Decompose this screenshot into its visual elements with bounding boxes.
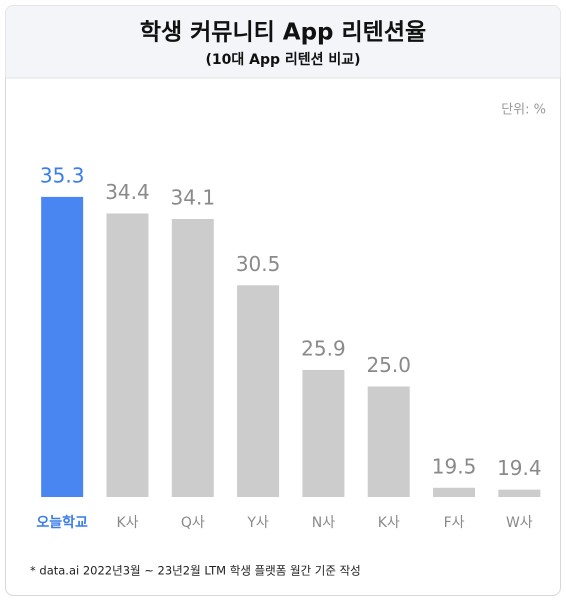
value-label: 34.1	[171, 185, 216, 209]
x-tick-label: N사	[312, 515, 335, 531]
value-label: 25.0	[366, 353, 411, 377]
chart-subtitle: (10대 App 리텐션 비교)	[205, 51, 360, 68]
x-tick-label: Y사	[246, 515, 269, 531]
value-label: 35.3	[40, 163, 85, 187]
value-label: 34.4	[105, 180, 150, 204]
footnote: * data.ai 2022년3월 ~ 23년2월 LTM 학생 플랫폼 월간 …	[30, 564, 361, 578]
bar	[367, 386, 410, 497]
x-tick-label: W사	[506, 515, 533, 531]
bar	[498, 489, 541, 497]
bar	[171, 218, 214, 497]
bar	[433, 487, 476, 497]
bar	[302, 369, 345, 497]
x-tick-label: 오늘학교	[36, 515, 88, 531]
value-label: 25.9	[301, 336, 346, 360]
value-label: 19.5	[432, 454, 477, 478]
unit-label: 단위: %	[501, 103, 546, 118]
chart-title: 학생 커뮤니티 App 리텐션율	[140, 20, 426, 46]
value-label: 30.5	[236, 252, 281, 276]
bar	[106, 213, 149, 498]
x-tick-label: F사	[444, 515, 465, 531]
x-tick-label: K사	[116, 515, 138, 531]
x-tick-label: Q사	[181, 515, 205, 531]
x-tick-label: K사	[378, 515, 400, 531]
bar	[41, 196, 84, 497]
value-label: 19.4	[497, 456, 542, 480]
header-bg	[5, 5, 561, 78]
card	[5, 5, 561, 596]
bar	[237, 285, 280, 497]
